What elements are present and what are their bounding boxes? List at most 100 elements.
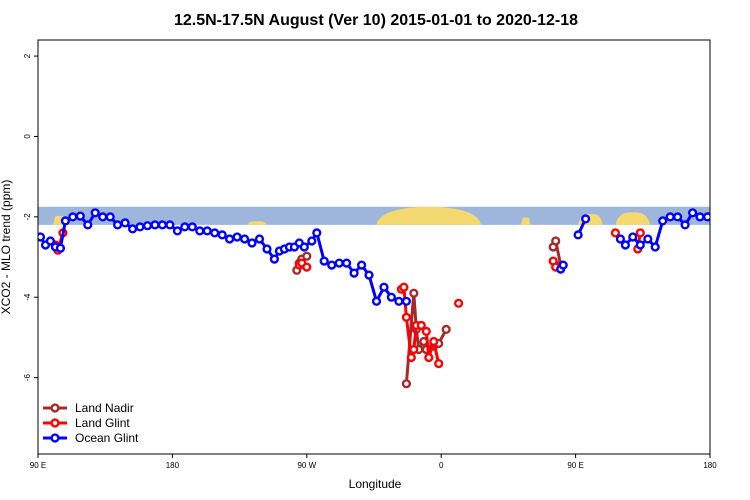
y-axis-label: XCO2 - MLO trend (ppm) — [0, 180, 13, 315]
ocean-glint-point — [357, 260, 367, 270]
y-tick-label: 2 — [23, 53, 32, 58]
land-glint-point — [416, 320, 426, 331]
ocean-glint-point — [83, 220, 93, 230]
x-tick-label: 180 — [166, 461, 180, 470]
ocean-glint-point — [240, 234, 250, 244]
ocean-glint-point — [210, 228, 220, 238]
ocean-glint-point — [105, 212, 115, 222]
ocean-glint-point — [98, 212, 108, 222]
coastline-map-strip — [38, 206, 710, 225]
ocean-glint-point — [262, 244, 272, 254]
ocean-glint-point — [55, 243, 66, 253]
ocean-glint-point — [672, 212, 683, 222]
ocean-glint-point — [643, 234, 653, 244]
ocean-glint-point — [680, 220, 690, 230]
ocean-glint-point — [150, 220, 160, 230]
ocean-glint-point — [172, 226, 183, 236]
ocean-glint-point — [665, 212, 675, 222]
ocean-glint-point — [628, 232, 638, 242]
land-glint-point — [424, 352, 434, 363]
ocean-glint-point — [75, 211, 85, 221]
ocean-glint-point — [254, 234, 265, 244]
series-land-nadir — [53, 236, 566, 389]
ocean-glint-point — [394, 296, 404, 306]
ocean-glint-point — [180, 222, 190, 232]
land-glint-point — [635, 228, 645, 238]
land-glint-point — [610, 228, 621, 238]
ocean-glint-point — [90, 208, 100, 218]
ocean-glint-point — [342, 258, 352, 268]
ocean-glint-point — [120, 218, 130, 228]
ocean-glint-point — [319, 256, 329, 266]
y-tick-label: -4 — [23, 293, 32, 301]
ocean-glint-point — [620, 240, 631, 250]
ocean-glint-point — [687, 208, 698, 218]
y-tick-label: -2 — [23, 213, 32, 221]
ocean-glint-point — [573, 230, 583, 240]
ocean-glint-point — [734, 224, 741, 231]
land-glint-point — [399, 282, 409, 292]
ocean-glint-point — [45, 236, 56, 246]
chart-title: 12.5N-17.5N August (Ver 10) 2015-01-01 t… — [174, 12, 578, 29]
ocean-glint-point — [232, 232, 242, 242]
plot-frame — [37, 39, 711, 455]
y-tick-label: 0 — [23, 134, 32, 139]
ocean-glint-point — [142, 221, 153, 231]
x-axis: 90 E 180 90 W 0 90 E 180 — [30, 454, 717, 470]
x-tick-label: 90 E — [567, 461, 583, 470]
legend-marker — [50, 433, 60, 443]
ocean-glint-point — [128, 224, 138, 234]
ocean-glint-point — [364, 270, 374, 280]
land-glint-point — [409, 344, 419, 355]
ocean-glint-point — [379, 282, 389, 292]
ocean-glint-point — [60, 216, 71, 226]
land-nadir-point — [551, 236, 561, 246]
ocean-glint-point — [558, 260, 568, 270]
ocean-glint-point — [658, 216, 668, 226]
land-nadir-point — [302, 251, 312, 261]
ocean-glint-point — [702, 212, 710, 222]
y-axis: 2 0 -2 -4 -6 — [23, 53, 38, 381]
ocean-glint-point — [401, 296, 412, 306]
ocean-glint-point — [635, 240, 645, 250]
ocean-glint-point — [68, 212, 78, 222]
ocean-glint-point — [202, 226, 212, 236]
land-glint-point — [421, 326, 431, 337]
land-nadir-point — [409, 288, 419, 298]
land-glint-point — [406, 352, 416, 363]
x-tick-label: 90 W — [297, 461, 316, 470]
y-tick-label: -6 — [23, 374, 32, 382]
land-glint-point — [434, 359, 444, 369]
ocean-glint-point — [38, 232, 46, 242]
series-layer — [38, 208, 741, 389]
ocean-glint-point — [112, 220, 123, 230]
land-glint-point — [454, 298, 464, 308]
ocean-glint-point — [695, 212, 705, 222]
ocean-glint-point — [327, 260, 337, 270]
land-nadir-point — [401, 379, 412, 389]
ocean-glint-point — [187, 222, 197, 232]
ocean-glint-point — [225, 234, 235, 244]
ocean-glint-point — [217, 230, 227, 240]
legend-label: Land Nadir — [75, 401, 134, 415]
legend-marker — [50, 403, 60, 413]
x-tick-label: 0 — [439, 461, 444, 470]
ocean-glint-line — [39, 211, 407, 303]
ocean-glint-point — [650, 242, 660, 252]
ocean-glint-point — [386, 292, 397, 302]
series-ocean-glint — [38, 208, 741, 306]
ocean-glint-point — [615, 234, 626, 244]
ocean-glint-point — [334, 258, 344, 268]
ocean-glint-point — [165, 220, 175, 230]
ocean-glint-point — [719, 220, 726, 227]
x-tick-label: 180 — [703, 461, 717, 470]
legend-label: Land Glint — [75, 416, 130, 430]
ocean-glint-point — [580, 214, 591, 224]
ocean-glint-point — [157, 220, 168, 230]
ocean-glint-point — [727, 226, 734, 233]
ocean-glint-point — [269, 254, 280, 264]
land-glint-point — [429, 336, 439, 347]
legend-label: Ocean Glint — [75, 431, 139, 445]
